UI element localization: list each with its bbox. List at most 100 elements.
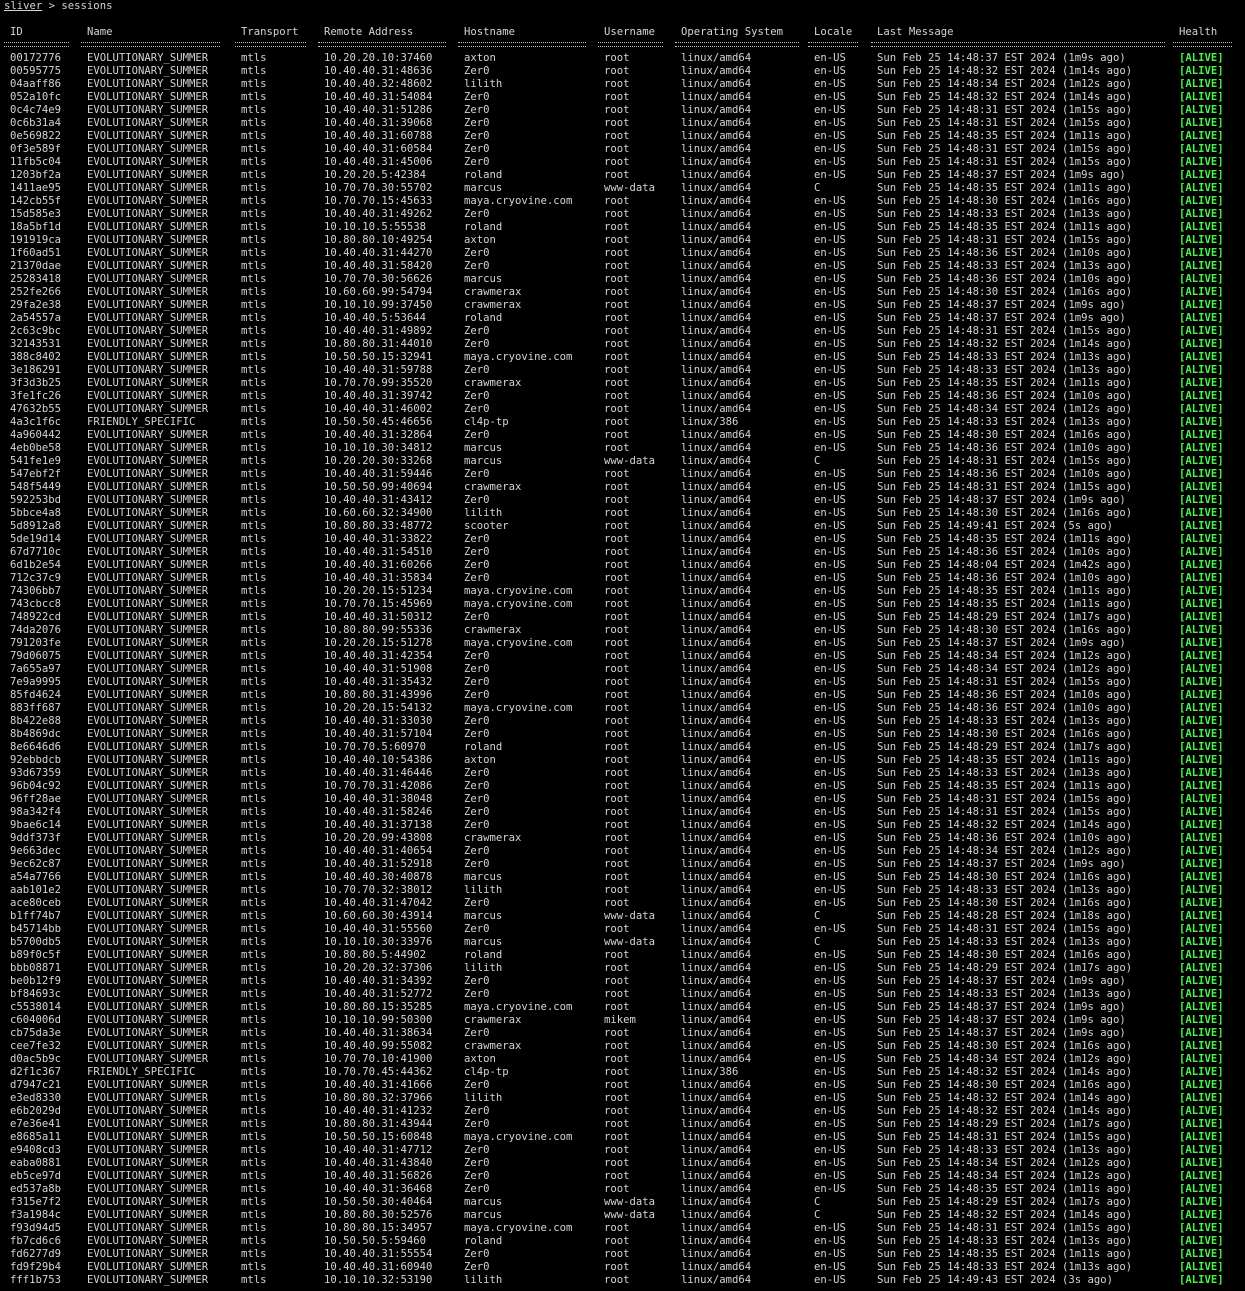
session-row[interactable]: ace80ceb EVOLUTIONARY_SUMMER mtls 10.40.40.… [0, 897, 1245, 910]
session-row[interactable]: b45714bb EVOLUTIONARY_SUMMER mtls 10.40.40.… [0, 923, 1245, 936]
session-row[interactable]: 0c6b31a4 EVOLUTIONARY_SUMMER mtls 10.40.40.… [0, 117, 1245, 130]
session-row[interactable]: e6b2029d EVOLUTIONARY_SUMMER mtls 10.40.40.… [0, 1105, 1245, 1118]
session-row[interactable]: 052a10fc EVOLUTIONARY_SUMMER mtls 10.40.40.… [0, 91, 1245, 104]
session-row[interactable]: 4a960442 EVOLUTIONARY_SUMMER mtls 10.40.40.… [0, 429, 1245, 442]
session-row[interactable]: d2f1c367 FRIENDLY_SPECIFIC mtls 10.70.70.45… [0, 1066, 1245, 1079]
session-row[interactable]: 791203fe EVOLUTIONARY_SUMMER mtls 10.20.20.… [0, 637, 1245, 650]
session-row[interactable]: 2a54557a EVOLUTIONARY_SUMMER mtls 10.40.40.… [0, 312, 1245, 325]
session-row[interactable]: 15d585e3 EVOLUTIONARY_SUMMER mtls 10.40.40.… [0, 208, 1245, 221]
session-row[interactable]: 8b422e88 EVOLUTIONARY_SUMMER mtls 10.40.40.… [0, 715, 1245, 728]
session-row[interactable]: 5de19d14 EVOLUTIONARY_SUMMER mtls 10.40.40.… [0, 533, 1245, 546]
session-row[interactable]: 74306bb7 EVOLUTIONARY_SUMMER mtls 10.20.20.… [0, 585, 1245, 598]
session-row[interactable]: 191919ca EVOLUTIONARY_SUMMER mtls 10.80.80.… [0, 234, 1245, 247]
session-row[interactable]: c5538014 EVOLUTIONARY_SUMMER mtls 10.80.80.… [0, 1001, 1245, 1014]
transport: mtls [241, 1261, 267, 1273]
session-row[interactable]: 1411ae95 EVOLUTIONARY_SUMMER mtls 10.70.70.… [0, 182, 1245, 195]
transport: mtls [241, 377, 267, 389]
session-row[interactable]: e3ed8330 EVOLUTIONARY_SUMMER mtls 10.80.80.… [0, 1092, 1245, 1105]
session-row[interactable]: 00172776 EVOLUTIONARY_SUMMER mtls 10.20.20.… [0, 52, 1245, 65]
session-row[interactable]: eb5ce97d EVOLUTIONARY_SUMMER mtls 10.40.40.… [0, 1170, 1245, 1183]
session-row[interactable]: f3a1984c EVOLUTIONARY_SUMMER mtls 10.80.80.… [0, 1209, 1245, 1222]
session-row[interactable]: 85fd4624 EVOLUTIONARY_SUMMER mtls 10.80.80.… [0, 689, 1245, 702]
session-row[interactable]: f93d94d5 EVOLUTIONARY_SUMMER mtls 10.80.80.… [0, 1222, 1245, 1235]
session-row[interactable]: e8685a11 EVOLUTIONARY_SUMMER mtls 10.50.50.… [0, 1131, 1245, 1144]
session-row[interactable]: 9ec62c87 EVOLUTIONARY_SUMMER mtls 10.40.40.… [0, 858, 1245, 871]
session-row[interactable]: 547ebf2f EVOLUTIONARY_SUMMER mtls 10.40.40.… [0, 468, 1245, 481]
session-row[interactable]: 4eb0be58 EVOLUTIONARY_SUMMER mtls 10.10.10.… [0, 442, 1245, 455]
session-row[interactable]: 79d06075 EVOLUTIONARY_SUMMER mtls 10.40.40.… [0, 650, 1245, 663]
session-row[interactable]: 0c4c74e9 EVOLUTIONARY_SUMMER mtls 10.40.40.… [0, 104, 1245, 117]
session-row[interactable]: 21370dae EVOLUTIONARY_SUMMER mtls 10.40.40.… [0, 260, 1245, 273]
session-row[interactable]: 25283418 EVOLUTIONARY_SUMMER mtls 10.70.70.… [0, 273, 1245, 286]
session-row[interactable]: a54a7766 EVOLUTIONARY_SUMMER mtls 10.40.40.… [0, 871, 1245, 884]
session-row[interactable]: bf84693c EVOLUTIONARY_SUMMER mtls 10.40.40.… [0, 988, 1245, 1001]
session-row[interactable]: fd6277d9 EVOLUTIONARY_SUMMER mtls 10.40.40.… [0, 1248, 1245, 1261]
session-row[interactable]: 548f5449 EVOLUTIONARY_SUMMER mtls 10.50.50.… [0, 481, 1245, 494]
session-row[interactable]: 592253bd EVOLUTIONARY_SUMMER mtls 10.40.40.… [0, 494, 1245, 507]
session-row[interactable]: 7e9a9995 EVOLUTIONARY_SUMMER mtls 10.40.40.… [0, 676, 1245, 689]
session-row[interactable]: 5bbce4a8 EVOLUTIONARY_SUMMER mtls 10.60.60.… [0, 507, 1245, 520]
session-row[interactable]: 252fe266 EVOLUTIONARY_SUMMER mtls 10.60.60.… [0, 286, 1245, 299]
session-row[interactable]: cb75da3e EVOLUTIONARY_SUMMER mtls 10.40.40.… [0, 1027, 1245, 1040]
session-row[interactable]: 4a3c1f6c FRIENDLY_SPECIFIC mtls 10.50.50.45… [0, 416, 1245, 429]
session-row[interactable]: 93d67359 EVOLUTIONARY_SUMMER mtls 10.40.40.… [0, 767, 1245, 780]
session-row[interactable]: 74da2076 EVOLUTIONARY_SUMMER mtls 10.80.80.… [0, 624, 1245, 637]
session-row[interactable]: fff1b753 EVOLUTIONARY_SUMMER mtls 10.10.10.… [0, 1274, 1245, 1287]
session-row[interactable]: 9ddf373f EVOLUTIONARY_SUMMER mtls 10.20.20.… [0, 832, 1245, 845]
session-row[interactable]: 1203bf2a EVOLUTIONARY_SUMMER mtls 10.20.20.… [0, 169, 1245, 182]
session-row[interactable]: 1f60ad51 EVOLUTIONARY_SUMMER mtls 10.40.40.… [0, 247, 1245, 260]
session-row[interactable]: d0ac5b9c EVOLUTIONARY_SUMMER mtls 10.70.70.… [0, 1053, 1245, 1066]
session-row[interactable]: aab101e2 EVOLUTIONARY_SUMMER mtls 10.70.70.… [0, 884, 1245, 897]
session-row[interactable]: 00595775 EVOLUTIONARY_SUMMER mtls 10.40.40.… [0, 65, 1245, 78]
session-row[interactable]: b1ff74b7 EVOLUTIONARY_SUMMER mtls 10.60.60.… [0, 910, 1245, 923]
session-row[interactable]: 47632b55 EVOLUTIONARY_SUMMER mtls 10.40.40.… [0, 403, 1245, 416]
session-row[interactable]: f315e7f2 EVOLUTIONARY_SUMMER mtls 10.50.50.… [0, 1196, 1245, 1209]
session-row[interactable]: 3f3d3b25 EVOLUTIONARY_SUMMER mtls 10.70.70.… [0, 377, 1245, 390]
session-row[interactable]: 11fb5c04 EVOLUTIONARY_SUMMER mtls 10.40.40.… [0, 156, 1245, 169]
session-row[interactable]: 883ff687 EVOLUTIONARY_SUMMER mtls 10.20.20.… [0, 702, 1245, 715]
session-row[interactable]: e7e36e41 EVOLUTIONARY_SUMMER mtls 10.80.80.… [0, 1118, 1245, 1131]
session-row[interactable]: 0e569822 EVOLUTIONARY_SUMMER mtls 10.40.40.… [0, 130, 1245, 143]
session-row[interactable]: cee7fe32 EVOLUTIONARY_SUMMER mtls 10.40.40.… [0, 1040, 1245, 1053]
session-row[interactable]: 32143531 EVOLUTIONARY_SUMMER mtls 10.80.80.… [0, 338, 1245, 351]
session-row[interactable]: 67d7710c EVOLUTIONARY_SUMMER mtls 10.40.40.… [0, 546, 1245, 559]
session-row[interactable]: 541fe1e9 EVOLUTIONARY_SUMMER mtls 10.20.20.… [0, 455, 1245, 468]
session-row[interactable]: 98a342f4 EVOLUTIONARY_SUMMER mtls 10.40.40.… [0, 806, 1245, 819]
session-row[interactable]: 3e186291 EVOLUTIONARY_SUMMER mtls 10.40.40.… [0, 364, 1245, 377]
session-row[interactable]: 388c8402 EVOLUTIONARY_SUMMER mtls 10.50.50.… [0, 351, 1245, 364]
session-row[interactable]: fb7cd6c6 EVOLUTIONARY_SUMMER mtls 10.50.50.… [0, 1235, 1245, 1248]
session-row[interactable]: 6d1b2e54 EVOLUTIONARY_SUMMER mtls 10.40.40.… [0, 559, 1245, 572]
session-row[interactable]: eaba0881 EVOLUTIONARY_SUMMER mtls 10.40.40.… [0, 1157, 1245, 1170]
session-row[interactable]: 96ff28ae EVOLUTIONARY_SUMMER mtls 10.40.40.… [0, 793, 1245, 806]
remote-address: 10.40.40.31:49262 [324, 208, 433, 220]
session-row[interactable]: 8e6646d6 EVOLUTIONARY_SUMMER mtls 10.70.70.… [0, 741, 1245, 754]
session-row[interactable]: 748922cd EVOLUTIONARY_SUMMER mtls 10.40.40.… [0, 611, 1245, 624]
session-row[interactable]: 0f3e589f EVOLUTIONARY_SUMMER mtls 10.40.40.… [0, 143, 1245, 156]
session-row[interactable]: 7a655a97 EVOLUTIONARY_SUMMER mtls 10.40.40.… [0, 663, 1245, 676]
session-row[interactable]: c604006d EVOLUTIONARY_SUMMER mtls 10.10.10.… [0, 1014, 1245, 1027]
operating-system: linux/amd64 [681, 299, 752, 311]
session-row[interactable]: b5700db5 EVOLUTIONARY_SUMMER mtls 10.10.10.… [0, 936, 1245, 949]
session-row[interactable]: be0b12f9 EVOLUTIONARY_SUMMER mtls 10.40.40.… [0, 975, 1245, 988]
session-row[interactable]: 18a5bf1d EVOLUTIONARY_SUMMER mtls 10.10.10.… [0, 221, 1245, 234]
session-row[interactable]: 743cbcc8 EVOLUTIONARY_SUMMER mtls 10.70.70.… [0, 598, 1245, 611]
session-row[interactable]: bbb08871 EVOLUTIONARY_SUMMER mtls 10.20.20.… [0, 962, 1245, 975]
session-row[interactable]: 04aaff86 EVOLUTIONARY_SUMMER mtls 10.40.40.… [0, 78, 1245, 91]
session-row[interactable]: 142cb55f EVOLUTIONARY_SUMMER mtls 10.70.70.… [0, 195, 1245, 208]
session-row[interactable]: 712c37c9 EVOLUTIONARY_SUMMER mtls 10.40.40.… [0, 572, 1245, 585]
remote-address: 10.50.50.5:59460 [324, 1235, 427, 1247]
session-row[interactable]: 5d8912a8 EVOLUTIONARY_SUMMER mtls 10.80.80.… [0, 520, 1245, 533]
session-row[interactable]: b89f0c5f EVOLUTIONARY_SUMMER mtls 10.80.80.… [0, 949, 1245, 962]
session-row[interactable]: 9bae6c14 EVOLUTIONARY_SUMMER mtls 10.40.40.… [0, 819, 1245, 832]
session-row[interactable]: 9e663dec EVOLUTIONARY_SUMMER mtls 10.40.40.… [0, 845, 1245, 858]
session-row[interactable]: fd9f29b4 EVOLUTIONARY_SUMMER mtls 10.40.40.… [0, 1261, 1245, 1274]
session-row[interactable]: e9408cd3 EVOLUTIONARY_SUMMER mtls 10.40.40.… [0, 1144, 1245, 1157]
session-row[interactable]: 3fe1fc26 EVOLUTIONARY_SUMMER mtls 10.40.40.… [0, 390, 1245, 403]
session-row[interactable]: 8b4869dc EVOLUTIONARY_SUMMER mtls 10.40.40.… [0, 728, 1245, 741]
session-row[interactable]: ed537a8b EVOLUTIONARY_SUMMER mtls 10.40.40.… [0, 1183, 1245, 1196]
session-row[interactable]: 96b04c92 EVOLUTIONARY_SUMMER mtls 10.70.70.… [0, 780, 1245, 793]
session-row[interactable]: d7947c21 EVOLUTIONARY_SUMMER mtls 10.40.40.… [0, 1079, 1245, 1092]
session-row[interactable]: 2c63c9bc EVOLUTIONARY_SUMMER mtls 10.40.40.… [0, 325, 1245, 338]
session-row[interactable]: 92ebbdcb EVOLUTIONARY_SUMMER mtls 10.40.40.… [0, 754, 1245, 767]
session-row[interactable]: 29fa2e38 EVOLUTIONARY_SUMMER mtls 10.10.10.… [0, 299, 1245, 312]
